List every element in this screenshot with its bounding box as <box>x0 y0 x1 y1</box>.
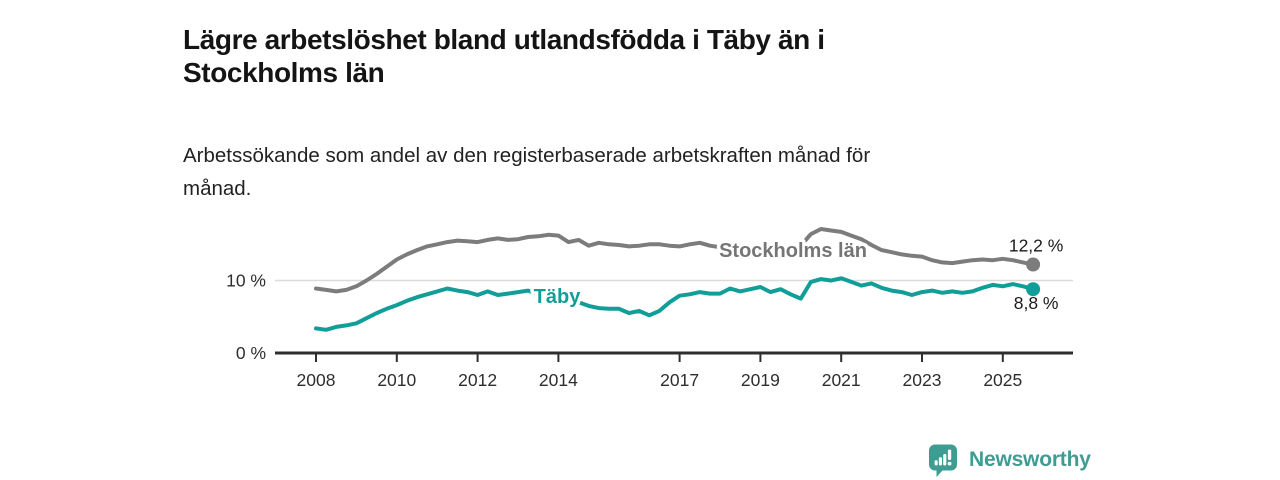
x-tick-label-2014: 2014 <box>539 370 578 390</box>
chart-title-line-1: Lägre arbetslöshet bland utlandsfödda i … <box>183 23 825 55</box>
chart-subtitle: Arbetssökande som andel av den registerb… <box>183 139 1043 205</box>
newsworthy-brand-name: Newsworthy <box>969 448 1091 471</box>
bar-chart-speech-bubble-icon <box>929 444 957 477</box>
chart-title: Lägre arbetslöshet bland utlandsfödda i … <box>183 23 983 89</box>
chart-title-line-2: Stockholms län <box>183 56 385 88</box>
series-label-stockholms-lan: Stockholms län <box>719 240 867 262</box>
series-line-taby <box>314 276 1036 332</box>
y-tick-label: 0 % <box>236 343 266 363</box>
exclamation-bar <box>947 449 952 460</box>
x-tick-label-2019: 2019 <box>741 370 780 390</box>
x-tick-label-2017: 2017 <box>660 370 699 390</box>
series-label-taby: Täby <box>534 286 582 308</box>
chart-subtitle-line-2: månad. <box>183 176 252 200</box>
end-value-label-taby: 8,8 % <box>1014 293 1059 313</box>
bar-small <box>934 460 938 466</box>
exclamation-dot <box>947 461 952 466</box>
x-tick-label-2012: 2012 <box>458 370 497 390</box>
y-tick-label: 10 % <box>226 271 266 291</box>
x-tick-label-2023: 2023 <box>903 370 942 390</box>
x-tick-label-2025: 2025 <box>983 370 1022 390</box>
series-line-stockholms-lan <box>314 227 1036 294</box>
newsworthy-logo[interactable]: Newsworthy <box>926 442 1091 478</box>
bar-large <box>943 454 947 466</box>
end-value-label-stockholms-lan: 12,2 % <box>1009 236 1063 256</box>
x-tick-label-2008: 2008 <box>297 370 336 390</box>
end-dot-taby <box>1026 282 1041 297</box>
chart-subtitle-line-1: Arbetssökande som andel av den registerb… <box>183 143 871 167</box>
x-tick-label-2021: 2021 <box>822 370 861 390</box>
end-dot-stockholms-lan <box>1026 257 1041 272</box>
speech-bubble-shape <box>929 444 957 477</box>
bar-medium <box>938 457 942 466</box>
x-tick-label-2010: 2010 <box>377 370 416 390</box>
